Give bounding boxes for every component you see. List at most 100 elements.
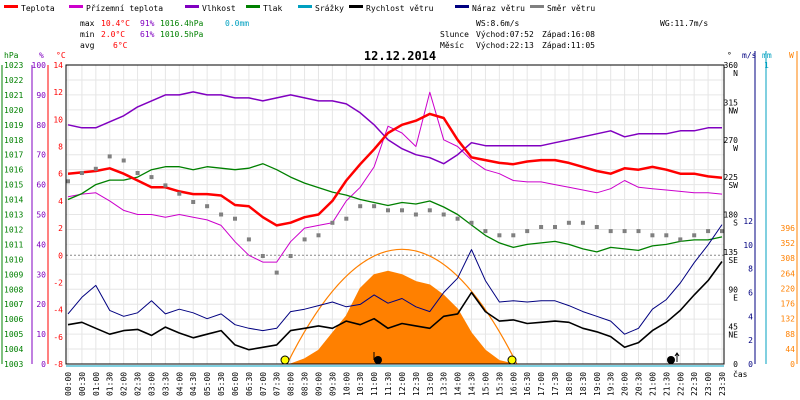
axis-ms-tick: 2: [748, 336, 753, 345]
x-tick-label: 19:00: [593, 372, 602, 396]
axis-dir-letter: E: [733, 293, 738, 302]
axis-w-tick: 220: [781, 284, 796, 293]
axis-c-tick: 14: [53, 61, 63, 70]
x-tick-label: 03:00: [147, 372, 156, 396]
axis-c-tick: -8: [53, 360, 63, 369]
stat-max-press: 1016.4hPa: [160, 19, 204, 28]
stat-min-label: min: [80, 30, 95, 39]
axis-w-tick: 352: [781, 239, 796, 248]
stat-max-rain: 0.0mm: [225, 19, 249, 28]
series-smer-point: [427, 208, 432, 213]
info-mesic-label: Měsíc: [440, 41, 464, 50]
x-tick-label: 03:30: [161, 372, 170, 396]
x-tick-label: 14:00: [454, 372, 463, 396]
axis-dir-letter: N: [733, 69, 738, 78]
axis-hpa-tick: 1004: [4, 345, 23, 354]
x-tick-label: 18:30: [579, 372, 588, 396]
x-tick-label: 18:00: [565, 372, 574, 396]
sunset-marker: [507, 355, 517, 365]
axis-dir-letter: W: [733, 144, 738, 153]
x-tick-label: 01:00: [92, 372, 101, 396]
series-smer-point: [93, 166, 98, 171]
axis-hpa-tick: 1007: [4, 300, 23, 309]
x-tick-label: 15:30: [495, 372, 504, 396]
axis-w-tick: 132: [781, 315, 796, 324]
x-tick-label: 15:00: [481, 372, 490, 396]
x-tick-label: 17:00: [537, 372, 546, 396]
x-tick-label: 11:00: [370, 372, 379, 396]
axes: hPa% °C ° m/s mm W102310221021102010191018101…: [1, 51, 798, 396]
sun-moon-markers: [280, 352, 680, 365]
x-tick-label: 09:00: [314, 372, 323, 396]
series-smer-point: [177, 191, 182, 196]
series-smer-point: [191, 200, 196, 204]
x-tick-label: 20:30: [635, 372, 644, 396]
axis-dir-letter: S: [733, 219, 738, 228]
series-smer-point: [566, 220, 571, 225]
axis-hpa-tick: 1013: [4, 211, 23, 220]
axis-dir-tick: 45: [728, 323, 738, 332]
series-smer-point: [497, 233, 502, 238]
axis-pct-tick: 20: [36, 300, 46, 309]
x-tick-label: 02:00: [120, 372, 129, 396]
x-tick-label: 07:00: [259, 372, 268, 396]
axis-c-tick: 12: [53, 88, 63, 97]
series-smer-point: [219, 212, 224, 217]
axis-pct-tick: 80: [36, 121, 46, 130]
axis-dir-letter: NE: [728, 331, 738, 340]
info-slunce-zapad: Západ:16:08: [542, 30, 595, 39]
axis-pct-tick: 50: [36, 211, 46, 220]
x-tick-label: 10:00: [342, 372, 351, 396]
stat-min-press: 1010.5hPa: [160, 30, 204, 39]
x-tick-label: 00:30: [78, 372, 87, 396]
axis-dir-letter: SE: [728, 256, 738, 265]
legend-label-teplota: Teplota: [21, 4, 55, 13]
grid: [66, 64, 724, 365]
series-smer-point: [636, 229, 641, 234]
series-smer-point: [302, 237, 307, 242]
axis-dir-tick: 180: [724, 211, 739, 220]
legend-label-tlak: Tlak: [263, 4, 282, 13]
legend-swatch-vlhkost: [185, 5, 199, 8]
legend-label-smer: Směr větru: [547, 4, 595, 13]
series-smer-point: [706, 229, 711, 234]
moonrise-marker: [667, 356, 675, 364]
axis-hpa-tick: 1015: [4, 181, 23, 190]
x-tick-label: 05:30: [217, 372, 226, 396]
legend-label-pritemp: Přízemní teplota: [86, 4, 163, 13]
plot-frame: [65, 64, 725, 365]
axis-hpa-tick: 1014: [4, 196, 23, 205]
axis-hpa-tick: 1008: [4, 285, 23, 294]
legend-swatch-tlak: [246, 5, 260, 8]
series-smer-point: [580, 220, 585, 225]
series-smer-point: [692, 233, 697, 238]
legend-label-naraz: Náraz větru: [472, 4, 525, 13]
stat-min-hum: 61%: [140, 30, 155, 39]
axis-ms-unit: m/s: [742, 51, 757, 60]
x-tick-label: 11:30: [384, 372, 393, 396]
axis-dir-tick: 135: [724, 248, 739, 257]
axis-hpa-tick: 1012: [4, 225, 23, 234]
axis-dir-tick: 360: [724, 61, 739, 70]
series-smer-point: [79, 171, 84, 175]
axis-pct-tick: 10: [36, 330, 46, 339]
x-tick-label: 08:00: [287, 372, 296, 396]
series-smer-point: [149, 175, 154, 180]
x-tick-label: 21:30: [662, 372, 671, 396]
axis-ms-tick: 4: [748, 312, 753, 321]
stat-min-temp: 2.0°C: [101, 30, 125, 39]
legend-swatch-pritemp: [69, 5, 83, 8]
axis-w-tick: 44: [785, 345, 795, 354]
series-smer-point: [330, 220, 335, 225]
axis-c-tick: -4: [53, 306, 63, 315]
axis-hpa-tick: 1011: [4, 240, 23, 249]
axis-dir-tick: 90: [728, 285, 738, 294]
axis-ms-tick: 6: [748, 289, 753, 298]
series-rychlost-line: [67, 261, 723, 351]
legend: Teplota Přízemní teplota Vlhkost Tlak Srážky…: [4, 4, 595, 13]
axis-ms-tick: 12: [743, 217, 753, 226]
legend-label-rychlost: Rychlost větru: [366, 4, 434, 13]
x-tick-label: 04:00: [175, 372, 184, 396]
series-smer-point: [413, 212, 418, 217]
